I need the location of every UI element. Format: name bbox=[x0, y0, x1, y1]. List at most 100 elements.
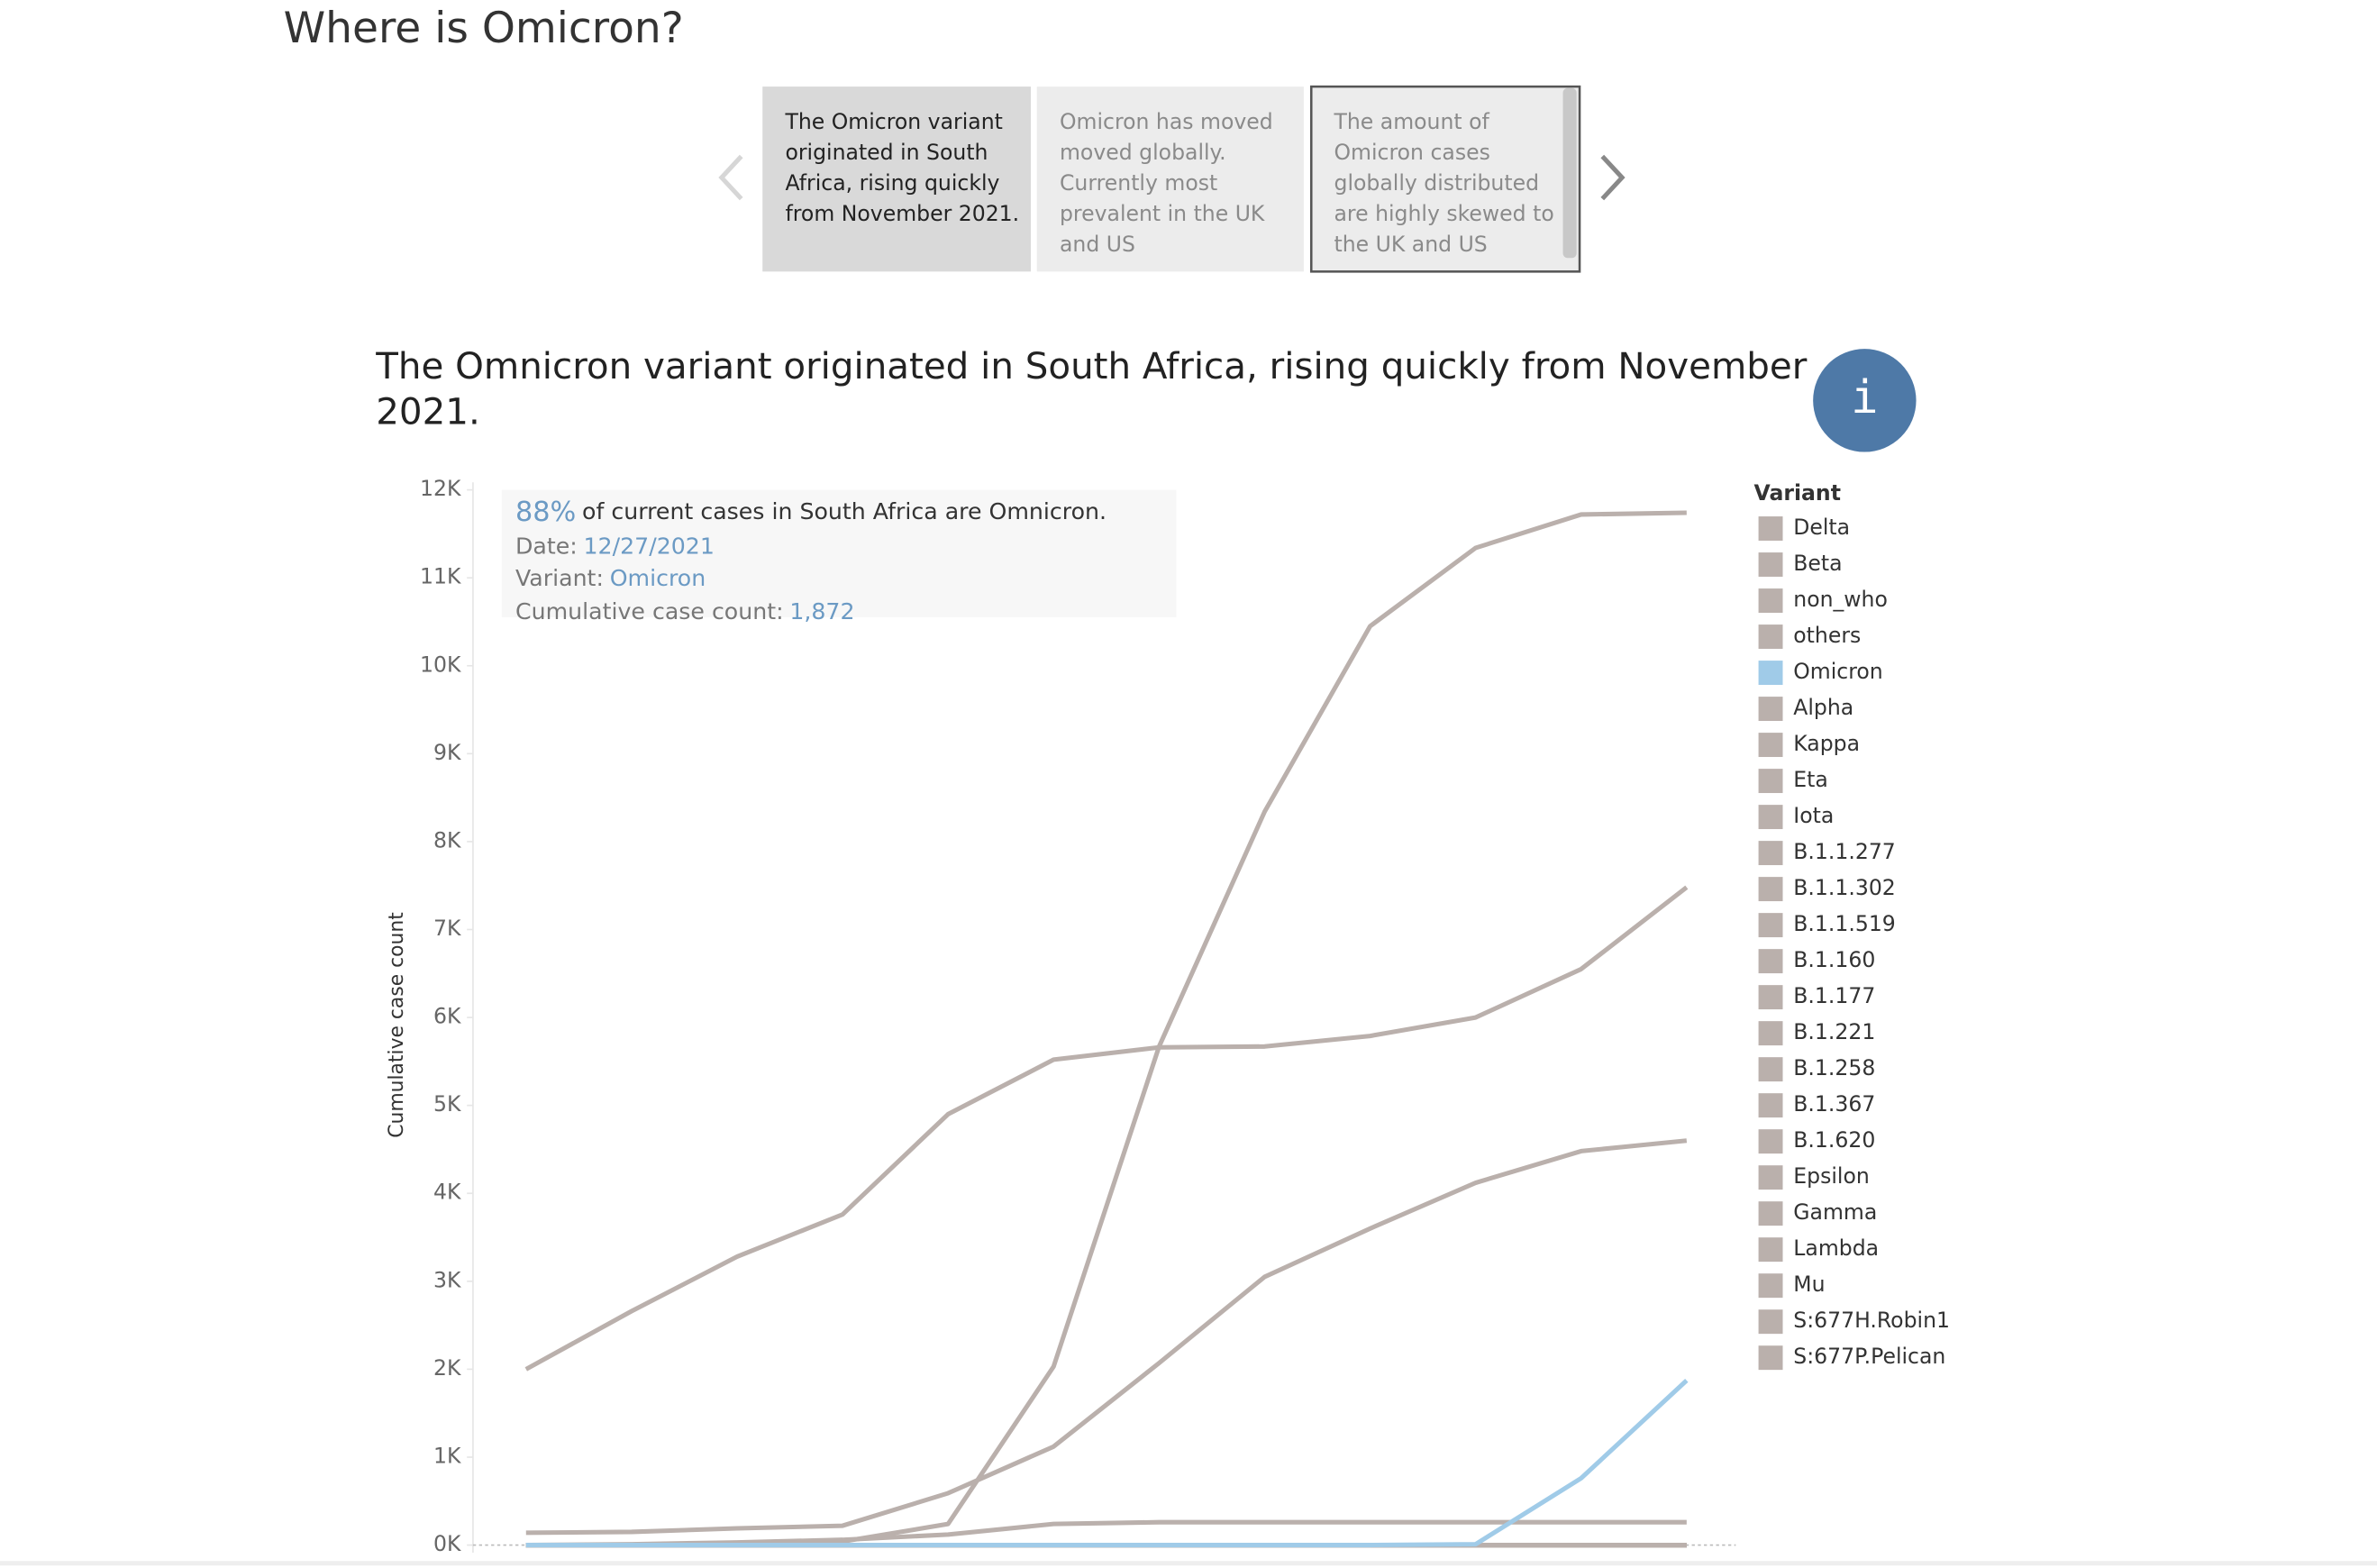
story-card-text: originated in South bbox=[785, 140, 988, 165]
story-card[interactable] bbox=[762, 87, 1032, 272]
prev-arrow[interactable] bbox=[718, 154, 743, 201]
page-title: Where is Omicron? bbox=[284, 4, 684, 53]
legend-label: B.1.1.519 bbox=[1793, 911, 1896, 936]
plot-area: 0K 1K 2K 3K 4K 5K 6K 7K 8K 9K 10K 11K 12K bbox=[420, 476, 1736, 1556]
y-axis-title: Cumulative case count bbox=[386, 912, 408, 1138]
story-card-text: and US bbox=[1060, 232, 1135, 257]
chart-title-line: 2021. bbox=[376, 390, 480, 433]
series-line bbox=[524, 885, 1689, 1372]
legend-label: Omicron bbox=[1793, 659, 1882, 684]
legend-swatch[interactable] bbox=[1758, 1201, 1783, 1226]
legend-swatch[interactable] bbox=[1758, 1093, 1783, 1118]
y-tick-label: 7K bbox=[433, 916, 461, 941]
tooltip-percent: 88% bbox=[515, 496, 576, 527]
y-tick-label: 9K bbox=[433, 740, 461, 765]
legend-swatch[interactable] bbox=[1758, 733, 1783, 758]
legend-label: Mu bbox=[1793, 1272, 1825, 1297]
legend-swatch[interactable] bbox=[1758, 913, 1783, 938]
next-arrow[interactable] bbox=[1600, 154, 1626, 201]
y-tick-label: 4K bbox=[433, 1180, 461, 1205]
legend-label: B.1.221 bbox=[1793, 1019, 1875, 1044]
story-card-text: globally distributed bbox=[1334, 170, 1540, 196]
tooltip-variant: Variant: Omicron bbox=[515, 565, 706, 591]
legend-swatch[interactable] bbox=[1758, 841, 1783, 866]
story-card-text: moved globally. bbox=[1060, 140, 1226, 165]
story-card[interactable] bbox=[1310, 85, 1581, 273]
scrollbar bbox=[1562, 87, 1577, 259]
legend-label: non_who bbox=[1793, 587, 1888, 612]
legend-label: B.1.258 bbox=[1793, 1055, 1875, 1080]
tooltip-headline: 88% of current cases in South Africa are … bbox=[515, 496, 1107, 527]
tooltip-headline-text: of current cases in South Africa are Omn… bbox=[582, 498, 1107, 524]
story-card-text: the UK and US bbox=[1334, 232, 1488, 257]
legend-swatch[interactable] bbox=[1758, 516, 1783, 541]
legend-label: B.1.1.302 bbox=[1793, 875, 1896, 900]
legend-label: B.1.1.277 bbox=[1793, 839, 1896, 864]
legend-label: Beta bbox=[1793, 551, 1842, 576]
legend-swatch[interactable] bbox=[1758, 1165, 1783, 1190]
legend-swatch[interactable] bbox=[1758, 1129, 1783, 1154]
tooltip-count: Cumulative case count: 1,872 bbox=[515, 598, 855, 624]
chart-title-line: The Omnicron variant originated in South… bbox=[375, 345, 1807, 387]
y-tick-label: 12K bbox=[420, 476, 461, 501]
story-card-text: The amount of bbox=[1334, 109, 1490, 134]
story-card-text: are highly skewed to bbox=[1334, 201, 1554, 226]
legend-label: Eta bbox=[1793, 767, 1828, 792]
legend-swatch[interactable] bbox=[1758, 588, 1783, 613]
legend-swatch[interactable] bbox=[1758, 805, 1783, 830]
y-tick-label: 10K bbox=[420, 652, 461, 677]
tooltip-label: Date: bbox=[515, 533, 578, 560]
story-points: The Omicron variant originated in South Af… bbox=[762, 85, 1581, 273]
tooltip-value: Omicron bbox=[610, 565, 706, 591]
tooltip-value: 12/27/2021 bbox=[584, 533, 715, 560]
story-card-text: Africa, rising quickly bbox=[785, 170, 999, 196]
legend-label: B.1.160 bbox=[1793, 947, 1875, 972]
legend-label: Lambda bbox=[1793, 1235, 1879, 1261]
legend-label: B.1.367 bbox=[1793, 1091, 1875, 1117]
legend-label: Alpha bbox=[1793, 695, 1853, 720]
series-line bbox=[525, 1138, 1688, 1536]
legend-swatch[interactable] bbox=[1758, 552, 1783, 577]
tooltip-value: 1,872 bbox=[789, 598, 854, 624]
legend-label: S:677H.Robin1 bbox=[1793, 1308, 1950, 1333]
legend-swatch[interactable] bbox=[1758, 949, 1783, 974]
legend-swatch[interactable] bbox=[1758, 1237, 1783, 1263]
legend-swatch[interactable] bbox=[1758, 877, 1783, 902]
tooltip-date: Date: 12/27/2021 bbox=[515, 533, 715, 560]
y-tick-label: 8K bbox=[433, 827, 461, 852]
legend-title: Variant bbox=[1754, 480, 1841, 506]
series-line bbox=[525, 1379, 1689, 1548]
legend-swatch[interactable] bbox=[1758, 1345, 1783, 1371]
y-tick-label: 11K bbox=[420, 564, 461, 589]
story-card-text: Omicron has moved bbox=[1060, 109, 1273, 134]
tooltip-label: Variant: bbox=[515, 565, 604, 591]
info-button[interactable] bbox=[1813, 349, 1917, 452]
legend-swatch[interactable] bbox=[1758, 1021, 1783, 1046]
legend-label: Iota bbox=[1793, 803, 1834, 828]
y-tick-label: 5K bbox=[433, 1091, 461, 1117]
story-card-text: Currently most bbox=[1060, 170, 1217, 196]
story-card-text: from November 2021. bbox=[785, 201, 1019, 226]
legend-label: S:677P.Pelican bbox=[1793, 1344, 1945, 1369]
legend-swatch[interactable] bbox=[1758, 697, 1783, 722]
legend-swatch[interactable] bbox=[1758, 624, 1783, 649]
story-card[interactable] bbox=[1036, 87, 1304, 272]
legend-label: B.1.620 bbox=[1793, 1127, 1875, 1153]
legend-label: Epsilon bbox=[1793, 1163, 1870, 1189]
legend-label: Kappa bbox=[1793, 731, 1860, 756]
legend-swatch[interactable] bbox=[1758, 985, 1783, 1010]
legend-swatch[interactable] bbox=[1758, 661, 1783, 686]
chart-title: The Omnicron variant originated in South… bbox=[375, 345, 1807, 433]
legend-swatch[interactable] bbox=[1758, 1273, 1783, 1299]
y-tick-label: 0K bbox=[433, 1531, 461, 1556]
story-card-text: Omicron cases bbox=[1334, 140, 1490, 165]
legend-label: B.1.177 bbox=[1793, 983, 1875, 1008]
legend-swatch[interactable] bbox=[1758, 1309, 1783, 1335]
y-tick-label: 1K bbox=[433, 1443, 461, 1468]
y-tick-label: 3K bbox=[433, 1267, 461, 1292]
legend-swatch[interactable] bbox=[1758, 1057, 1783, 1082]
info-icon: i bbox=[1851, 370, 1878, 424]
legend-swatch[interactable] bbox=[1758, 769, 1783, 794]
